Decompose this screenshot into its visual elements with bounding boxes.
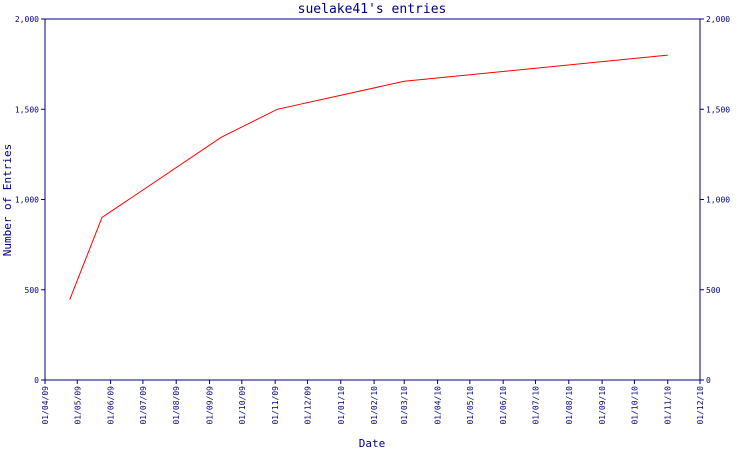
y-tick-label-left: 2,000 [15, 15, 39, 24]
y-axis-right: 0 500 1,000 1,500 2,000 [700, 15, 730, 385]
x-tick-label: 01/06/09 [107, 386, 116, 425]
y-axis-left: 0 500 1,000 1,500 2,000 [15, 15, 45, 385]
x-tick-label: 01/08/10 [565, 386, 574, 425]
x-tick-label: 01/08/09 [172, 386, 181, 425]
x-axis: 01/04/09 01/05/09 01/06/09 01/07/09 01/08/09… [41, 380, 705, 425]
x-tick-label: 01/12/09 [303, 386, 312, 425]
y-tick-label-right: 1,000 [706, 196, 730, 205]
x-tick-label: 01/12/10 [696, 386, 705, 425]
y-tick-label-right: 2,000 [706, 15, 730, 24]
x-tick-label: 01/06/10 [499, 386, 508, 425]
y-tick-label-left: 500 [25, 286, 40, 295]
x-tick-label: 01/10/09 [238, 386, 247, 425]
y-tick-label-right: 500 [706, 286, 721, 295]
x-tick-label: 01/09/09 [206, 386, 215, 425]
y-axis-label: Number of Entries [1, 144, 14, 257]
x-tick-label: 01/07/10 [531, 386, 540, 425]
y-tick-label-right: 0 [706, 376, 711, 385]
x-tick-label: 01/11/10 [664, 386, 673, 425]
series-layer [69, 54, 668, 300]
x-tick-label: 01/04/09 [41, 386, 50, 425]
x-axis-label: Date [359, 437, 386, 450]
plot-area-frame [44, 18, 701, 381]
x-tick-label: 01/05/09 [73, 386, 82, 425]
y-tick-label-left: 1,500 [15, 105, 39, 114]
x-tick-label: 01/07/09 [139, 386, 148, 425]
x-tick-label: 01/01/10 [337, 386, 346, 425]
x-tick-label: 01/02/10 [370, 386, 379, 425]
x-tick-label: 01/04/10 [434, 386, 443, 425]
x-tick-label: 01/05/10 [466, 386, 475, 425]
chart-title: suelake41's entries [298, 2, 447, 17]
x-tick-label: 01/09/10 [598, 386, 607, 425]
y-tick-label-left: 0 [34, 376, 39, 385]
x-tick-label: 01/03/10 [400, 386, 409, 425]
series-line [69, 54, 668, 300]
y-tick-label-left: 1,000 [15, 196, 39, 205]
x-tick-label: 01/11/09 [271, 386, 280, 425]
x-tick-label: 01/10/10 [630, 386, 639, 425]
y-tick-label-right: 1,500 [706, 105, 730, 114]
